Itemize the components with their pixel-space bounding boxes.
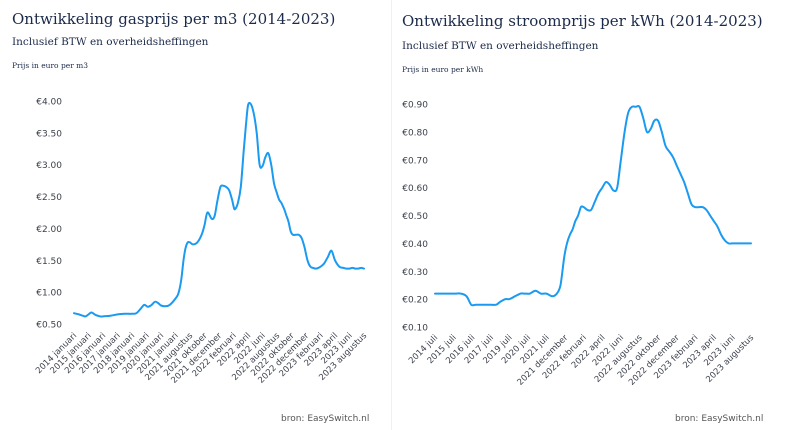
y-tick-label: €0.30 — [402, 268, 428, 278]
gas-source-note: bron: EasySwitch.nl — [281, 414, 370, 424]
panel-divider — [391, 0, 392, 430]
y-tick-label: €0.50 — [36, 321, 62, 331]
electricity-chart-title: Ontwikkeling stroomprijs per kWh (2014-2… — [402, 12, 763, 30]
y-tick-label: €2.50 — [36, 193, 62, 203]
y-tick-label: €0.60 — [402, 184, 428, 194]
y-tick-label: €0.50 — [402, 212, 428, 222]
gas-chart-subtitle: Inclusief BTW en overheidsheffingen — [12, 36, 209, 48]
electricity-price-panel: Ontwikkeling stroomprijs per kWh (2014-2… — [392, 0, 800, 430]
y-tick-label: €0.70 — [402, 156, 428, 166]
y-tick-label: €0.40 — [402, 240, 428, 250]
y-tick-label: €0.80 — [402, 128, 428, 138]
y-tick-label: €0.90 — [402, 101, 428, 111]
y-tick-label: €0.20 — [402, 296, 428, 306]
y-tick-label: €3.50 — [36, 129, 62, 139]
series-line — [434, 104, 752, 307]
y-tick-label: €1.50 — [36, 257, 62, 267]
electricity-chart-subtitle: Inclusief BTW en overheidsheffingen — [402, 40, 599, 52]
gas-price-chart: €0.50 €1.00 €1.50 €2.00 €2.50 €3.00 €3.50 €4.00… — [34, 98, 369, 386]
electricity-y-axis-label: Prijs in euro per kWh — [402, 65, 484, 74]
y-tick-label: €4.00 — [36, 98, 62, 108]
y-tick-label: €2.00 — [36, 225, 62, 235]
electricity-price-chart: €0.10 €0.20 €0.30 €0.40 €0.50 €0.60 €0.70 €0.80… — [402, 101, 756, 388]
y-tick-label: €3.00 — [36, 161, 62, 171]
gas-price-panel: Ontwikkeling gasprijs per m3 (2014-2023)… — [0, 0, 390, 430]
electricity-source-note: bron: EasySwitch.nl — [675, 414, 764, 424]
gas-y-axis-label: Prijs in euro per m3 — [12, 61, 89, 70]
gas-chart-title: Ontwikkeling gasprijs per m3 (2014-2023) — [12, 10, 336, 28]
y-tick-label: €0.10 — [402, 324, 428, 334]
y-tick-label: €1.00 — [36, 289, 62, 299]
series-line — [73, 101, 365, 318]
